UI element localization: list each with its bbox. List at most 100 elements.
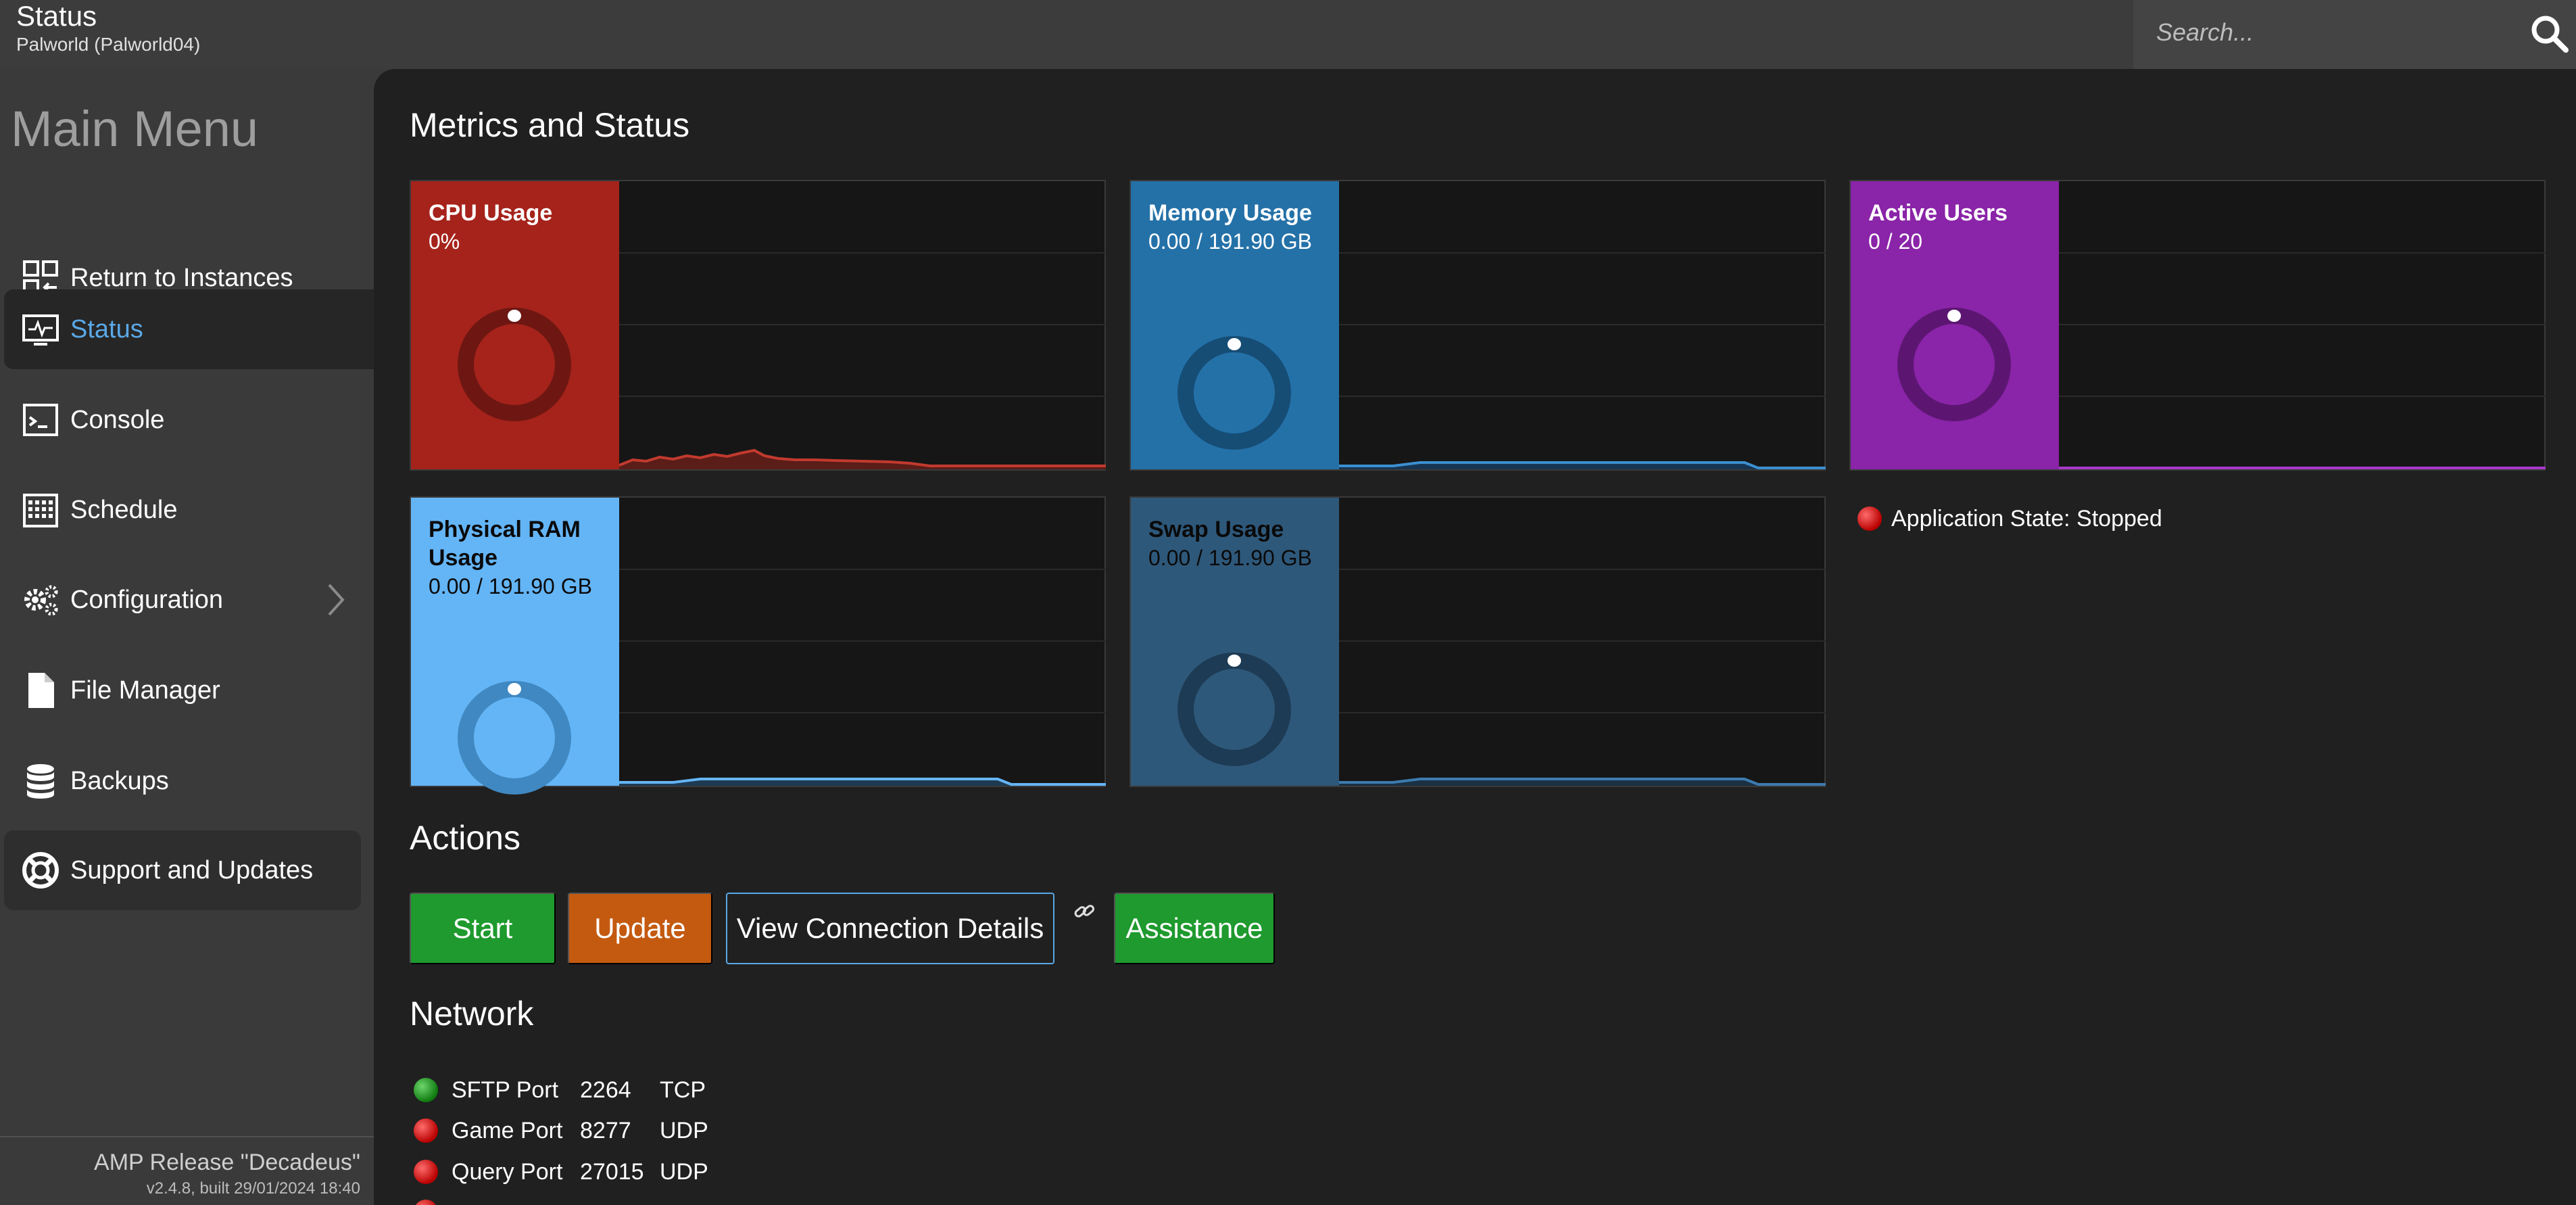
file-icon — [28, 673, 54, 708]
update-button[interactable]: Update — [568, 893, 712, 964]
status-dot-icon — [414, 1160, 438, 1184]
card-title: Swap Usage — [1148, 517, 1284, 542]
gauge-ring — [458, 308, 571, 421]
physical-ram-gauge — [458, 681, 571, 795]
chevron-right-icon[interactable] — [324, 580, 348, 620]
sidebar-item-status[interactable]: Status — [4, 289, 374, 369]
card-title: CPU Usage — [429, 200, 553, 226]
status-dot-icon — [1857, 506, 1882, 531]
status-dot-icon — [414, 1118, 438, 1143]
card-value: 0.00 / 191.90 GB — [429, 574, 592, 598]
graph-area — [619, 450, 1106, 469]
view-connection-details-button[interactable]: View Connection Details — [726, 893, 1054, 964]
gauge-knob — [508, 683, 521, 695]
card-value: 0% — [429, 229, 460, 254]
sidebar-item-backups[interactable]: Backups — [4, 741, 374, 821]
cpu-usage-card: CPU Usage 0% — [410, 180, 1106, 471]
port-number: 8277 — [580, 1117, 631, 1143]
sidebar-item-schedule[interactable]: Schedule — [4, 470, 374, 550]
memory-graph — [1339, 252, 1826, 469]
physical-ram-graph — [619, 569, 1106, 786]
gauge-ring — [458, 681, 571, 795]
swap-gauge — [1177, 653, 1291, 766]
graph-area — [1339, 779, 1826, 786]
search-input[interactable] — [2156, 15, 2508, 50]
start-button[interactable]: Start — [410, 893, 556, 964]
graph-line — [1339, 461, 1826, 469]
main-menu-title: Main Menu — [11, 101, 259, 157]
sidebar-item-file-manager[interactable]: File Manager — [4, 651, 374, 730]
gauge-ring — [1177, 653, 1291, 766]
cpu-gauge — [458, 308, 571, 421]
application-state: Application State: Stopped — [1857, 504, 2162, 534]
gears-icon — [24, 585, 58, 616]
sidebar-item-support-and-updates[interactable]: Support and Updates — [4, 830, 361, 910]
top-bar: Status Palworld (Palworld04) — [0, 0, 2576, 69]
card-side-panel — [411, 181, 619, 469]
sidebar-item-label: Console — [70, 405, 165, 434]
database-icon — [27, 764, 54, 799]
sidebar-item-label: Configuration — [70, 585, 224, 614]
graph-line — [1339, 778, 1826, 786]
status-dot-icon — [414, 1200, 438, 1205]
card-value: 0.00 / 191.90 GB — [1148, 229, 1312, 254]
sidebar-item-label: Return to Instances — [70, 263, 293, 292]
users-gauge — [1897, 308, 2011, 421]
graph-area — [619, 779, 1106, 786]
port-name: Query Port — [452, 1158, 563, 1185]
swap-graph — [1339, 569, 1826, 786]
card-title: Memory Usage — [1148, 200, 1312, 226]
status-dot-icon — [414, 1078, 438, 1102]
port-number: 2264 — [580, 1077, 631, 1103]
gauge-knob — [1228, 655, 1241, 667]
release-build: v2.4.8, built 29/01/2024 18:40 — [146, 1179, 360, 1198]
port-name: SFTP Port — [452, 1077, 559, 1103]
memory-usage-card: Memory Usage 0.00 / 191.90 GB — [1129, 180, 1826, 471]
graph-line — [619, 778, 1106, 786]
page-title: Status — [16, 0, 97, 32]
lifebuoy-icon — [22, 852, 59, 889]
gauge-ring — [1177, 336, 1291, 450]
search-icon[interactable] — [2529, 14, 2570, 54]
memory-gauge — [1177, 336, 1291, 450]
card-value: 0.00 / 191.90 GB — [1148, 546, 1312, 570]
console-icon — [23, 404, 58, 436]
sidebar-item-label: File Manager — [70, 676, 220, 705]
port-name: Game Port — [452, 1117, 563, 1143]
sidebar-item-console[interactable]: Console — [4, 380, 374, 460]
port-protocol: UDP — [660, 1158, 708, 1185]
assistance-button[interactable]: Assistance — [1114, 893, 1275, 964]
card-side-panel — [1131, 181, 1339, 469]
status-monitor-icon — [22, 314, 59, 346]
link-icon[interactable] — [1072, 899, 1096, 924]
graph-area — [1339, 463, 1826, 469]
sidebar-item-label: Schedule — [70, 495, 178, 524]
instance-subtitle: Palworld (Palworld04) — [16, 34, 201, 55]
gauge-ring — [1897, 308, 2011, 421]
sidebar-footer: AMP Release "Decadeus" v2.4.8, built 29/… — [0, 1136, 374, 1205]
card-side-panel — [1851, 181, 2059, 469]
sidebar-item-label: Support and Updates — [70, 855, 314, 884]
sidebar-item-configuration[interactable]: Configuration — [4, 560, 374, 640]
port-number: 27015 — [580, 1158, 644, 1185]
release-name: AMP Release "Decadeus" — [94, 1150, 360, 1175]
cpu-graph — [619, 252, 1106, 469]
application-state-label: Application State: Stopped — [1891, 505, 2162, 531]
search-box — [2133, 0, 2576, 69]
schedule-icon — [23, 494, 58, 527]
sidebar: Main Menu Return to Instances Status Con… — [0, 69, 374, 1205]
physical-ram-card: Physical RAM Usage 0.00 / 191.90 GB — [410, 496, 1106, 795]
network-section-title: Network — [410, 995, 534, 1033]
metrics-section-title: Metrics and Status — [410, 106, 690, 144]
actions-section-title: Actions — [410, 819, 520, 857]
card-title: Physical RAM Usage — [429, 517, 581, 571]
gauge-knob — [508, 310, 521, 322]
sidebar-item-label: Backups — [70, 766, 169, 795]
port-protocol: UDP — [660, 1117, 708, 1143]
gauge-knob — [1947, 310, 1961, 322]
gauge-knob — [1228, 338, 1241, 350]
graph-line — [619, 448, 1106, 467]
card-side-panel — [411, 498, 619, 786]
swap-usage-card: Swap Usage 0.00 / 191.90 GB — [1129, 496, 1826, 787]
card-value: 0 / 20 — [1868, 229, 1923, 254]
